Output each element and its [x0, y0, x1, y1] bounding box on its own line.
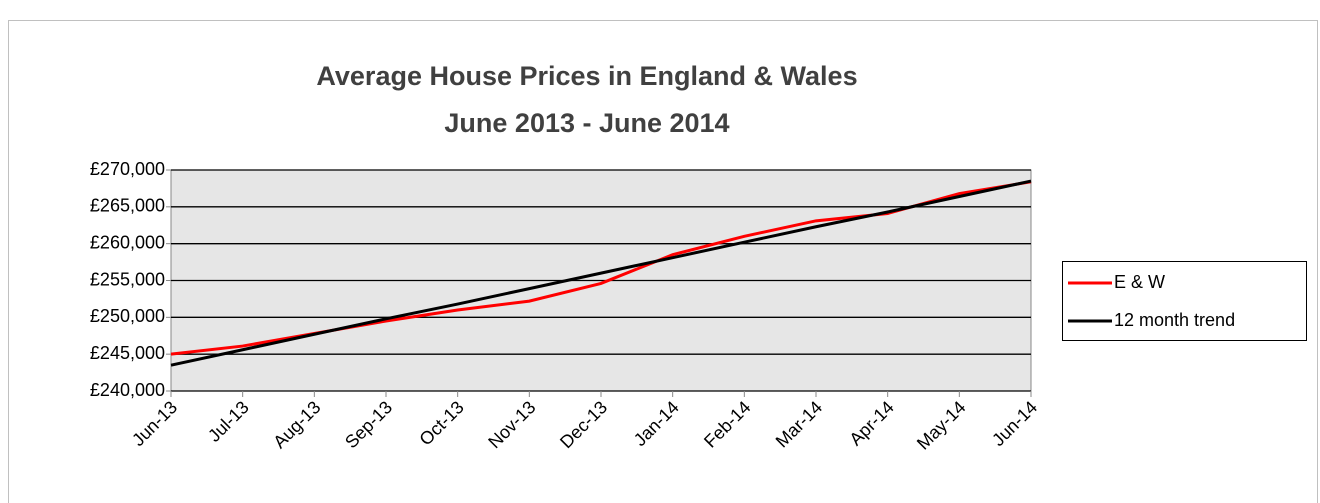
y-tick-label: £260,000: [90, 232, 165, 252]
y-tick-label: £240,000: [90, 380, 165, 400]
chart-subtitle: June 2013 - June 2014: [444, 108, 729, 138]
y-tick-label: £250,000: [90, 306, 165, 326]
series-line: [170, 179, 1032, 367]
y-tick-label: £265,000: [90, 196, 165, 216]
chart-title: Average House Prices in England & Wales: [316, 61, 857, 91]
y-tick-label: £270,000: [90, 159, 165, 179]
y-tick-label: £255,000: [90, 269, 165, 289]
legend-label: 12 month trend: [1114, 310, 1235, 330]
y-tick-label: £245,000: [90, 343, 165, 363]
legend-label: E & W: [1114, 272, 1165, 292]
legend: [1062, 261, 1307, 341]
